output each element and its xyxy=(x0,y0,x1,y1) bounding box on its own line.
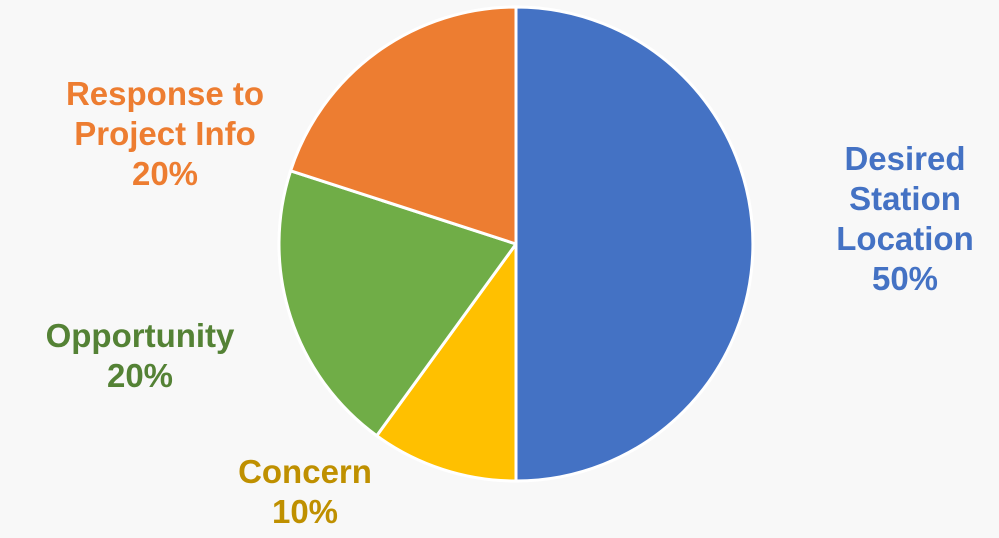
percent-label: 10% xyxy=(271,493,339,530)
label-line: Project Info xyxy=(74,115,256,152)
pie-slice-desired-station-location xyxy=(514,5,755,483)
label-line: Location xyxy=(836,220,974,257)
percent-label: 20% xyxy=(106,357,174,394)
pie-slice-response-to-project-info xyxy=(289,5,518,246)
slice-label-response-to-project-info: Response to Project Info 20% xyxy=(30,74,300,194)
slice-label-opportunity: Opportunity 20% xyxy=(10,316,270,396)
pie-slice-concern xyxy=(375,242,518,483)
label-line: Concern xyxy=(238,453,372,490)
label-line: Opportunity xyxy=(45,317,235,354)
percent-label: 20% xyxy=(131,155,199,192)
percent-label: 50% xyxy=(871,260,939,297)
label-line: Response to xyxy=(65,75,265,112)
pie-slice-opportunity xyxy=(277,169,518,438)
slice-label-concern: Concern 10% xyxy=(200,452,410,532)
label-line: Station xyxy=(849,180,961,217)
slice-label-desired-station-location: Desired Station Location 50% xyxy=(820,139,990,299)
label-line: Desired xyxy=(844,140,966,177)
